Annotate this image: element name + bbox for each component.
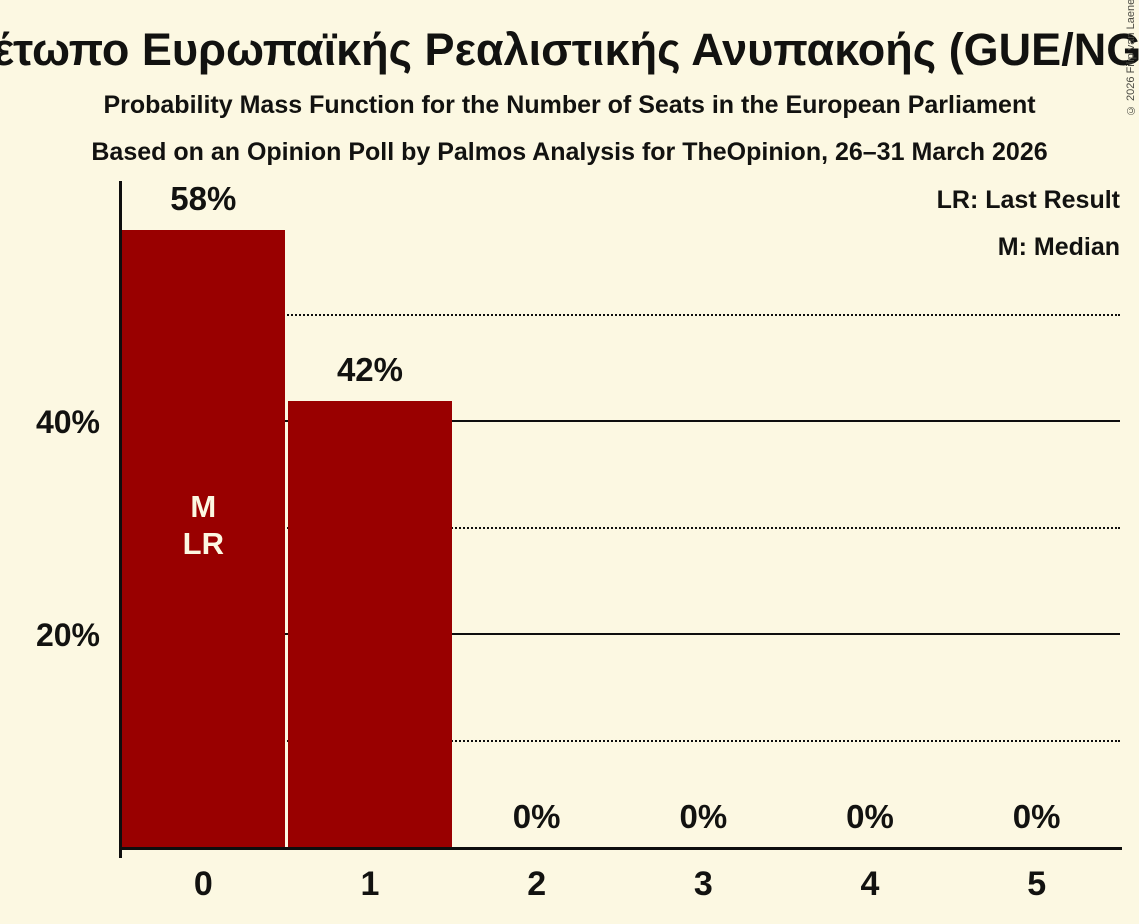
y-axis-line <box>118 181 122 858</box>
gridline-20pct-solid <box>120 633 1120 635</box>
annotation-line-m: M <box>190 489 217 524</box>
bar-value-label-2: 0% <box>512 798 561 835</box>
x-axis-line <box>118 846 1122 850</box>
legend-last-result: LR: Last Result <box>936 186 1120 214</box>
y-axis-label-20pct: 20% <box>35 617 100 653</box>
x-axis-label-4: 4 <box>860 865 880 903</box>
annotation-line-lr: LR <box>182 526 224 561</box>
x-axis-label-3: 3 <box>693 865 713 903</box>
legend-median: M: Median <box>997 233 1120 261</box>
x-axis-label-2: 2 <box>527 865 547 903</box>
x-axis-label-0: 0 <box>193 865 213 903</box>
bar-seats-1 <box>288 400 452 848</box>
gridline-10pct-dotted <box>120 739 1120 742</box>
bar-value-label-5: 0% <box>1012 798 1061 835</box>
bar-value-label-1: 42% <box>336 350 404 388</box>
x-axis-label-1: 1 <box>360 865 380 903</box>
bar-value-label-3: 0% <box>679 798 728 835</box>
copyright-notice: © 2026 Filip van Laenen <box>1125 0 1137 116</box>
bar-value-label-4: 0% <box>846 798 894 835</box>
bar-value-label-0: 58% <box>170 180 237 218</box>
median-last-result-marker: M LR <box>120 488 287 562</box>
x-axis-label-5: 5 <box>1027 865 1047 903</box>
y-axis-label-40pct: 40% <box>35 404 100 440</box>
gridline-50pct-dotted <box>120 313 1120 316</box>
chart-subtitle-poll: Based on an Opinion Poll by Palmos Analy… <box>91 138 1048 166</box>
gridline-30pct-dotted <box>120 526 1120 529</box>
chart-title: Μέτωπο Ευρωπαϊκής Ρεαλιστικής Ανυπακοής … <box>0 24 1139 75</box>
bar-seats-0 <box>121 230 286 848</box>
gridline-40pct-solid <box>120 420 1120 422</box>
chart-subtitle-pmf: Probability Mass Function for the Number… <box>103 91 1036 119</box>
